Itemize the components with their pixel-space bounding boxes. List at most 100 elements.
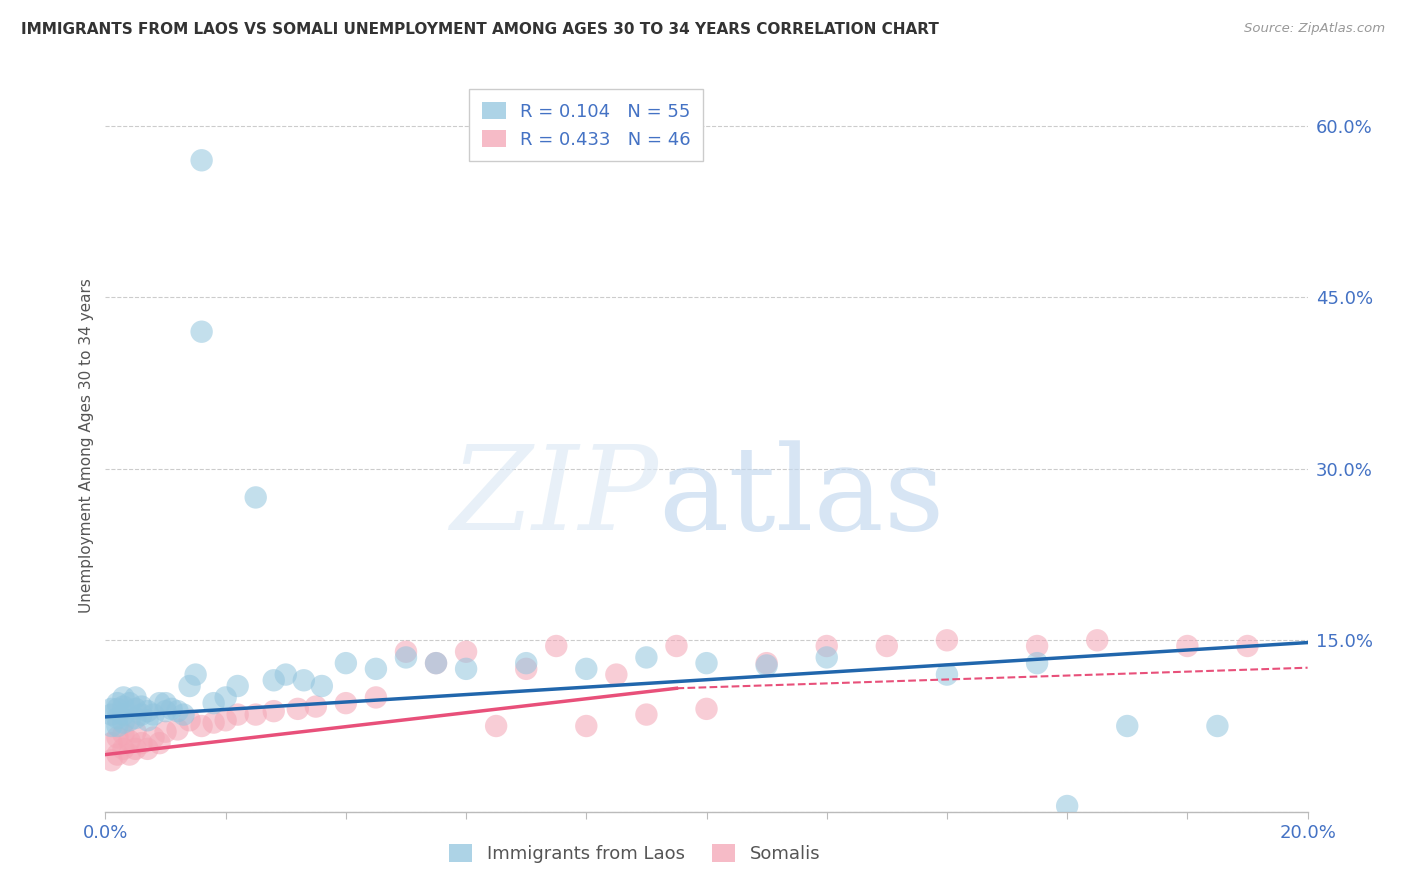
Point: [755, 656, 778, 670]
Point: [546, 639, 568, 653]
Point: [166, 723, 188, 737]
Point: [1056, 799, 1078, 814]
Point: [112, 742, 135, 756]
Point: [173, 707, 195, 722]
Point: [364, 662, 387, 676]
Point: [274, 667, 297, 681]
Point: [485, 719, 508, 733]
Point: [515, 656, 537, 670]
Point: [142, 731, 165, 745]
Point: [124, 742, 146, 756]
Point: [179, 679, 201, 693]
Point: [112, 690, 135, 705]
Point: [815, 639, 838, 653]
Point: [575, 719, 598, 733]
Point: [118, 714, 141, 728]
Point: [107, 696, 129, 710]
Point: [100, 736, 122, 750]
Point: [131, 736, 153, 750]
Text: IMMIGRANTS FROM LAOS VS SOMALI UNEMPLOYMENT AMONG AGES 30 TO 34 YEARS CORRELATIO: IMMIGRANTS FROM LAOS VS SOMALI UNEMPLOYM…: [21, 22, 939, 37]
Point: [1026, 639, 1049, 653]
Point: [214, 714, 236, 728]
Point: [100, 719, 122, 733]
Point: [107, 702, 129, 716]
Point: [142, 707, 165, 722]
Text: Source: ZipAtlas.com: Source: ZipAtlas.com: [1244, 22, 1385, 36]
Point: [112, 707, 135, 722]
Legend: Immigrants from Laos, Somalis: Immigrants from Laos, Somalis: [440, 835, 830, 872]
Point: [202, 696, 225, 710]
Point: [1236, 639, 1258, 653]
Point: [107, 711, 129, 725]
Point: [454, 662, 477, 676]
Point: [226, 707, 249, 722]
Point: [124, 724, 146, 739]
Point: [575, 662, 598, 676]
Point: [696, 702, 718, 716]
Point: [665, 639, 688, 653]
Point: [124, 702, 146, 716]
Point: [179, 714, 201, 728]
Point: [112, 715, 135, 730]
Point: [605, 667, 627, 681]
Point: [131, 707, 153, 722]
Point: [311, 679, 333, 693]
Point: [118, 734, 141, 748]
Point: [305, 699, 328, 714]
Point: [395, 650, 418, 665]
Point: [425, 656, 447, 670]
Point: [190, 153, 212, 168]
Text: atlas: atlas: [658, 440, 945, 555]
Point: [107, 731, 129, 745]
Point: [112, 699, 135, 714]
Point: [936, 667, 959, 681]
Point: [100, 702, 122, 716]
Point: [214, 690, 236, 705]
Point: [755, 658, 778, 673]
Point: [245, 707, 267, 722]
Point: [425, 656, 447, 670]
Point: [107, 719, 129, 733]
Point: [815, 650, 838, 665]
Point: [190, 325, 212, 339]
Text: ZIP: ZIP: [450, 440, 658, 555]
Point: [876, 639, 898, 653]
Point: [696, 656, 718, 670]
Point: [112, 727, 135, 741]
Point: [124, 690, 146, 705]
Point: [107, 747, 129, 762]
Point: [100, 707, 122, 722]
Point: [136, 704, 159, 718]
Point: [636, 650, 658, 665]
Point: [292, 673, 315, 688]
Point: [100, 753, 122, 767]
Point: [636, 707, 658, 722]
Point: [395, 645, 418, 659]
Point: [155, 704, 177, 718]
Point: [335, 656, 357, 670]
Point: [148, 696, 170, 710]
Point: [184, 667, 207, 681]
Point: [124, 711, 146, 725]
Point: [202, 715, 225, 730]
Point: [1206, 719, 1229, 733]
Point: [287, 702, 309, 716]
Point: [160, 702, 183, 716]
Point: [454, 645, 477, 659]
Point: [155, 724, 177, 739]
Point: [190, 719, 212, 733]
Point: [136, 742, 159, 756]
Point: [136, 714, 159, 728]
Point: [1175, 639, 1198, 653]
Point: [936, 633, 959, 648]
Point: [515, 662, 537, 676]
Point: [335, 696, 357, 710]
Point: [155, 696, 177, 710]
Point: [148, 736, 170, 750]
Point: [1026, 656, 1049, 670]
Point: [166, 704, 188, 718]
Point: [263, 673, 285, 688]
Point: [1085, 633, 1108, 648]
Point: [263, 704, 285, 718]
Point: [131, 699, 153, 714]
